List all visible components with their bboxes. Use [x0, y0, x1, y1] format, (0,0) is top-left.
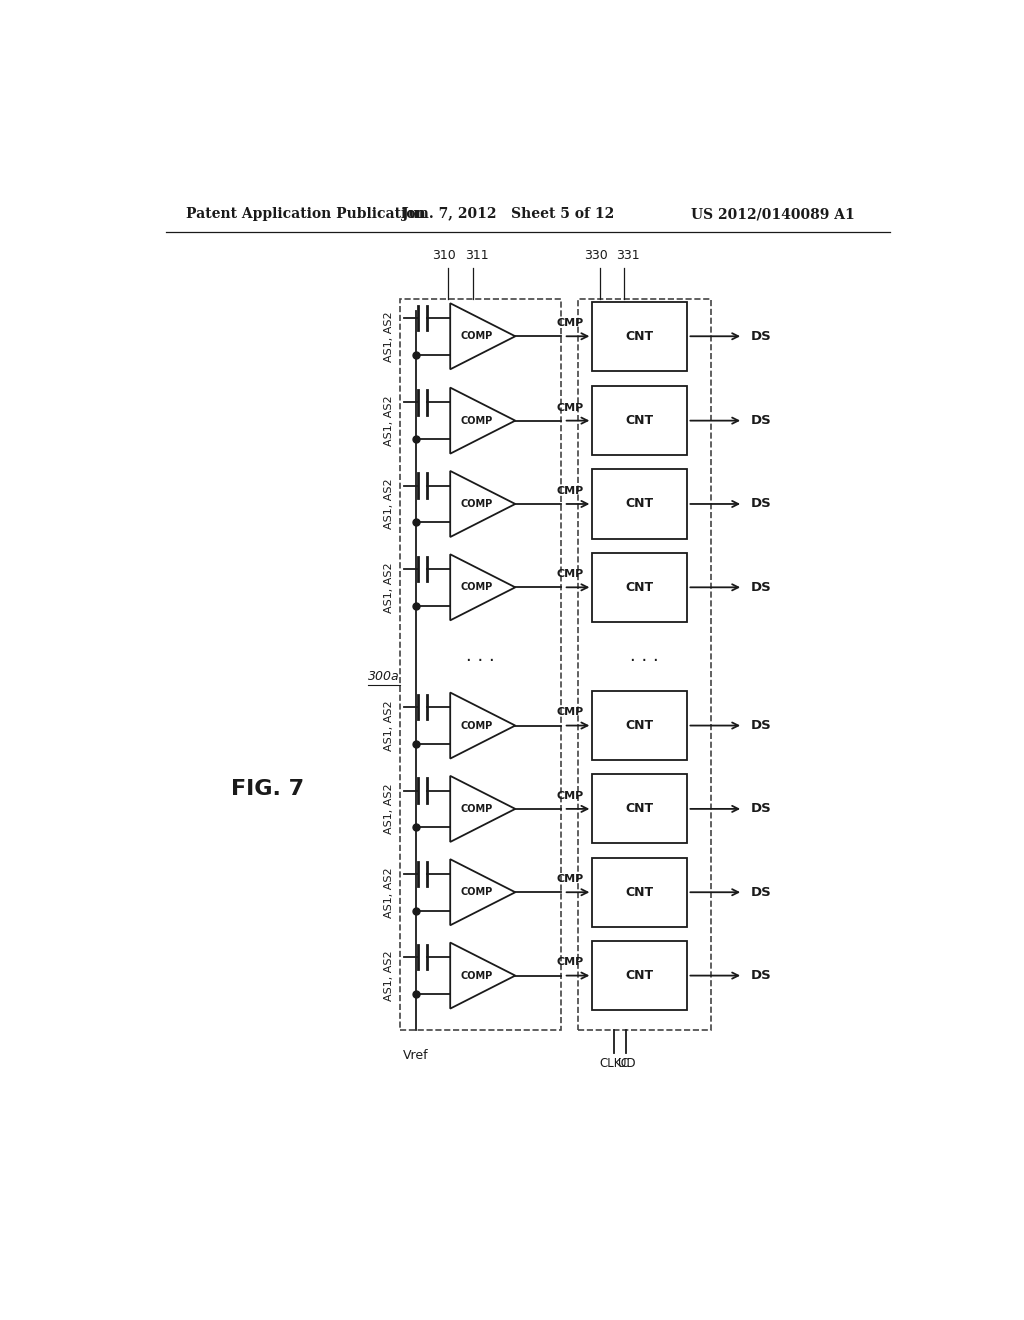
Text: AS1, AS2: AS1, AS2 [384, 700, 394, 751]
Text: AS1, AS2: AS1, AS2 [384, 784, 394, 834]
Text: AS1, AS2: AS1, AS2 [384, 950, 394, 1001]
Text: CNT: CNT [626, 581, 654, 594]
Text: CNT: CNT [626, 414, 654, 428]
Bar [592, 690, 687, 760]
Bar [400, 298, 561, 1031]
Text: CMP: CMP [556, 318, 584, 329]
Text: FIG. 7: FIG. 7 [231, 779, 304, 799]
Text: . . .: . . . [466, 647, 496, 665]
Text: CMP: CMP [556, 791, 584, 801]
Text: CMP: CMP [556, 957, 584, 968]
Bar [592, 858, 687, 927]
Text: CMP: CMP [556, 569, 584, 579]
Text: CNT: CNT [626, 969, 654, 982]
Text: CNT: CNT [626, 330, 654, 343]
Bar [592, 775, 687, 843]
Text: 330: 330 [585, 249, 608, 263]
Text: AS1, AS2: AS1, AS2 [384, 867, 394, 917]
Text: CMP: CMP [556, 403, 584, 413]
Bar [592, 553, 687, 622]
Text: CNT: CNT [626, 498, 654, 511]
Bar [578, 298, 712, 1031]
Text: COMP: COMP [460, 582, 493, 593]
Text: CMP: CMP [556, 708, 584, 718]
Bar [592, 470, 687, 539]
Text: DS: DS [751, 803, 772, 816]
Text: CNT: CNT [626, 719, 654, 733]
Text: AS1, AS2: AS1, AS2 [384, 395, 394, 446]
Bar [592, 302, 687, 371]
Text: 311: 311 [465, 249, 489, 263]
Text: DS: DS [751, 330, 772, 343]
Text: 331: 331 [616, 249, 640, 263]
Text: COMP: COMP [460, 331, 493, 342]
Bar [592, 385, 687, 455]
Text: Jun. 7, 2012   Sheet 5 of 12: Jun. 7, 2012 Sheet 5 of 12 [401, 207, 614, 222]
Text: DS: DS [751, 886, 772, 899]
Text: CMP: CMP [556, 874, 584, 884]
Text: DS: DS [751, 581, 772, 594]
Text: US 2012/0140089 A1: US 2012/0140089 A1 [691, 207, 855, 222]
Text: DS: DS [751, 414, 772, 428]
Text: COMP: COMP [460, 416, 493, 425]
Text: DS: DS [751, 498, 772, 511]
Text: COMP: COMP [460, 887, 493, 898]
Bar [592, 941, 687, 1010]
Text: 310: 310 [432, 249, 456, 263]
Text: COMP: COMP [460, 804, 493, 814]
Text: UD: UD [617, 1057, 635, 1071]
Text: CNT: CNT [626, 803, 654, 816]
Text: COMP: COMP [460, 499, 493, 510]
Text: DS: DS [751, 969, 772, 982]
Text: CMP: CMP [556, 486, 584, 496]
Text: CNT: CNT [626, 886, 654, 899]
Text: COMP: COMP [460, 721, 493, 730]
Text: AS1, AS2: AS1, AS2 [384, 312, 394, 362]
Text: DS: DS [751, 719, 772, 733]
Text: 300a: 300a [369, 671, 400, 684]
Text: CLKC: CLKC [599, 1057, 630, 1071]
Text: Vref: Vref [403, 1049, 429, 1061]
Text: AS1, AS2: AS1, AS2 [384, 479, 394, 529]
Text: Patent Application Publication: Patent Application Publication [186, 207, 426, 222]
Text: COMP: COMP [460, 970, 493, 981]
Text: . . .: . . . [630, 647, 659, 665]
Text: AS1, AS2: AS1, AS2 [384, 562, 394, 612]
